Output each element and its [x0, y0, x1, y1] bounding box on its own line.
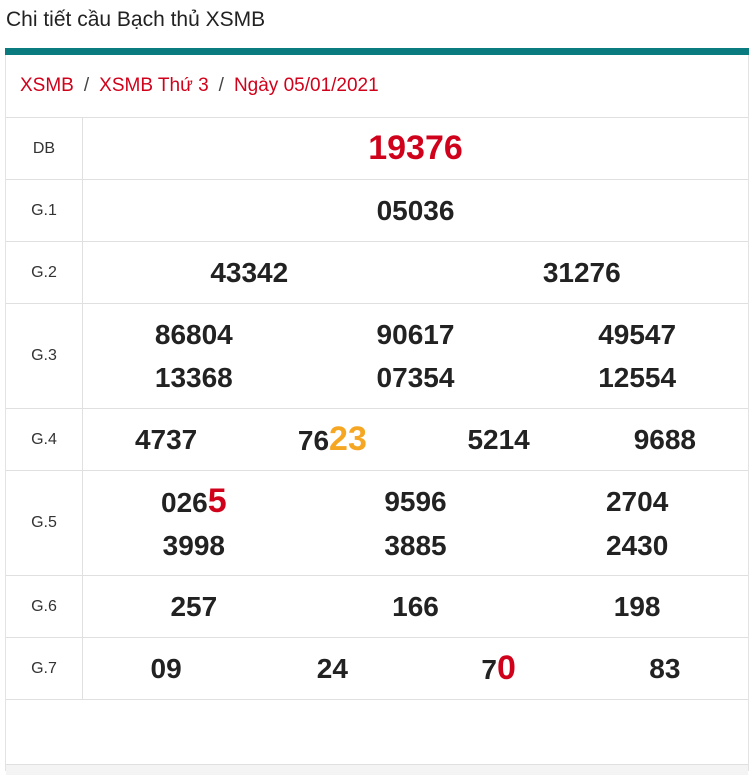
prize-label: G.7 — [6, 638, 83, 699]
number-text: 31276 — [542, 257, 621, 288]
prize-number: 13368 — [83, 356, 305, 399]
prize-number: 31276 — [416, 251, 749, 294]
prize-number: 83 — [582, 647, 748, 691]
highlighted-digits: 0 — [496, 648, 516, 687]
accent-bar — [5, 48, 749, 55]
number-text: 49547 — [598, 319, 677, 350]
number-text: 2704 — [605, 485, 669, 517]
prize-numbers: 257 166 198 — [83, 576, 748, 637]
number-text: 9596 — [384, 485, 447, 517]
page-title: Chi tiết cầu Bạch thủ XSMB — [6, 8, 266, 31]
number-text: 86804 — [154, 319, 233, 350]
prize-number: 05036 — [83, 189, 748, 232]
breadcrumb-separator: / — [83, 75, 90, 96]
prize-number: 90617 — [305, 313, 527, 356]
prize-number: 07354 — [305, 356, 527, 399]
prize-number: 09 — [83, 647, 249, 691]
empty-row — [6, 700, 748, 765]
prize-number: 4737 — [83, 418, 249, 462]
prize-row-g3: G.3 86804 90617 49547 13368 07354 12554 — [6, 304, 748, 409]
prize-number: 257 — [83, 585, 305, 628]
number-text: 76 — [297, 424, 330, 456]
number-text: 07354 — [376, 362, 455, 393]
number-text: 19376 — [368, 129, 463, 167]
prize-number: 24 — [249, 647, 415, 691]
prize-numbers: 09 24 70 83 — [83, 638, 748, 699]
prize-number: 7623 — [249, 418, 415, 462]
highlighted-digits: 23 — [329, 419, 367, 458]
number-text: 2430 — [605, 529, 669, 561]
prize-number: 3998 — [83, 524, 305, 567]
breadcrumb-xsmb[interactable]: XSMB — [20, 75, 74, 96]
number-text: 026 — [161, 486, 208, 518]
number-text: 3885 — [384, 529, 447, 561]
prize-label: G.4 — [6, 409, 83, 470]
highlighted-digits: 5 — [207, 481, 227, 520]
prize-number: 70 — [416, 647, 582, 691]
prize-number: 9596 — [305, 480, 527, 524]
number-text: 83 — [649, 652, 681, 684]
number-text: 3998 — [162, 529, 225, 561]
prize-number: 5214 — [416, 418, 582, 462]
prize-row-g5: G.5 0265 9596 2704 3998 3885 2430 — [6, 471, 748, 576]
prize-numbers: 43342 31276 — [83, 242, 748, 303]
breadcrumb-date[interactable]: Ngày 05/01/2021 — [233, 75, 379, 96]
prize-label: G.2 — [6, 242, 83, 303]
number-text: 7 — [481, 653, 497, 685]
breadcrumb: XSMB / XSMB Thứ 3 / Ngày 05/01/2021 — [6, 55, 748, 118]
prize-row-g2: G.2 43342 31276 — [6, 242, 748, 304]
number-text: 198 — [613, 591, 661, 622]
results-panel: XSMB / XSMB Thứ 3 / Ngày 05/01/2021 DB 19… — [5, 55, 749, 775]
prize-row-g1: G.1 05036 — [6, 180, 748, 242]
prize-number: 198 — [526, 585, 748, 628]
prize-numbers: 05036 — [83, 180, 748, 241]
breadcrumb-separator: / — [218, 75, 224, 96]
prize-numbers: 0265 9596 2704 3998 3885 2430 — [83, 471, 748, 575]
breadcrumb-xsmb-thu-3[interactable]: XSMB Thứ 3 — [99, 75, 209, 96]
number-text: 9688 — [633, 423, 697, 455]
number-text: 24 — [316, 652, 348, 684]
number-text: 09 — [150, 652, 182, 684]
number-text: 12554 — [598, 362, 677, 393]
number-text: 257 — [170, 591, 218, 622]
prize-row-db: DB 19376 — [6, 118, 748, 180]
prize-number: 43342 — [83, 251, 416, 294]
number-text: 05036 — [376, 195, 455, 226]
prize-label: DB — [6, 118, 83, 179]
prize-number: 3885 — [305, 524, 527, 567]
number-text: 90617 — [376, 319, 455, 350]
prize-row-g7: G.7 09 24 70 83 — [6, 638, 748, 700]
number-text: 5214 — [467, 423, 530, 455]
prize-label: G.1 — [6, 180, 83, 241]
prize-row-g4: G.4 4737 7623 5214 9688 — [6, 409, 748, 471]
prize-number: 2704 — [526, 480, 748, 524]
prize-label: G.3 — [6, 304, 83, 408]
prize-number: 2430 — [526, 524, 748, 567]
number-text: 4737 — [134, 423, 198, 455]
number-text: 43342 — [210, 257, 289, 288]
prize-numbers: 4737 7623 5214 9688 — [83, 409, 748, 470]
prize-numbers: 19376 — [83, 118, 748, 179]
prize-number: 0265 — [83, 480, 305, 524]
prize-number: 166 — [305, 585, 527, 628]
prize-label: G.5 — [6, 471, 83, 575]
number-text: 166 — [392, 591, 439, 622]
prize-number: 19376 — [83, 127, 748, 170]
prize-row-g6: G.6 257 166 198 — [6, 576, 748, 638]
prize-number: 9688 — [582, 418, 748, 462]
footer-strip — [6, 765, 748, 775]
prize-number: 49547 — [526, 313, 748, 356]
prize-number: 86804 — [83, 313, 305, 356]
prize-label: G.6 — [6, 576, 83, 637]
prize-numbers: 86804 90617 49547 13368 07354 12554 — [83, 304, 748, 408]
number-text: 13368 — [154, 362, 233, 393]
prize-number: 12554 — [526, 356, 748, 399]
results-table: DB 19376 G.1 05036 G.2 43342 31276 G.3 86804 9061… — [6, 118, 748, 700]
